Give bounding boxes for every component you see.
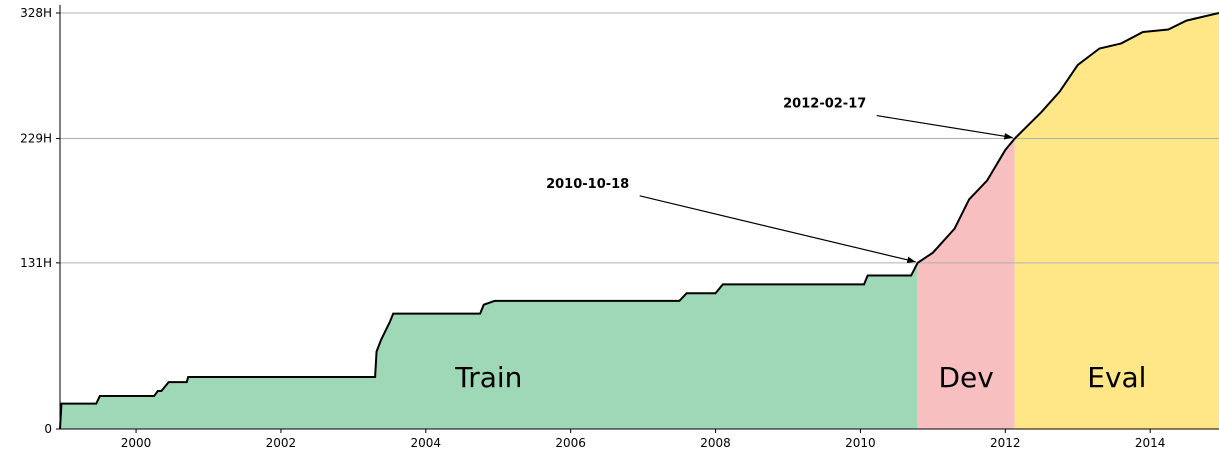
annotation-arrow <box>639 195 916 263</box>
annotation: 2010-10-18 <box>546 177 629 192</box>
y-tick-label: 328H <box>20 6 52 20</box>
x-tick-label: 2010 <box>845 436 876 450</box>
y-tick-label: 229H <box>20 132 52 146</box>
y-tick-label: 0 <box>44 422 52 436</box>
region-area <box>60 262 918 429</box>
x-tick-label: 2012 <box>990 436 1021 450</box>
x-tick-label: 2002 <box>266 436 297 450</box>
cumulative-line <box>59 12 1219 430</box>
y-tick-label: 131H <box>20 256 52 270</box>
region-area <box>1014 13 1219 429</box>
x-tick-label: 2008 <box>700 436 731 450</box>
arrow-head <box>1003 132 1013 140</box>
region-label: Dev <box>939 361 994 394</box>
annotation-arrow <box>876 114 1013 139</box>
x-tick-label: 2004 <box>411 436 442 450</box>
region-area <box>917 138 1015 429</box>
region-label: Train <box>454 361 522 394</box>
annotation: 2012-02-17 <box>783 97 866 112</box>
region-label: Eval <box>1087 361 1146 394</box>
x-tick-label: 2014 <box>1135 436 1166 450</box>
arrow-head <box>906 256 916 264</box>
x-tick-label: 2006 <box>555 436 586 450</box>
x-tick-label: 2000 <box>121 436 152 450</box>
